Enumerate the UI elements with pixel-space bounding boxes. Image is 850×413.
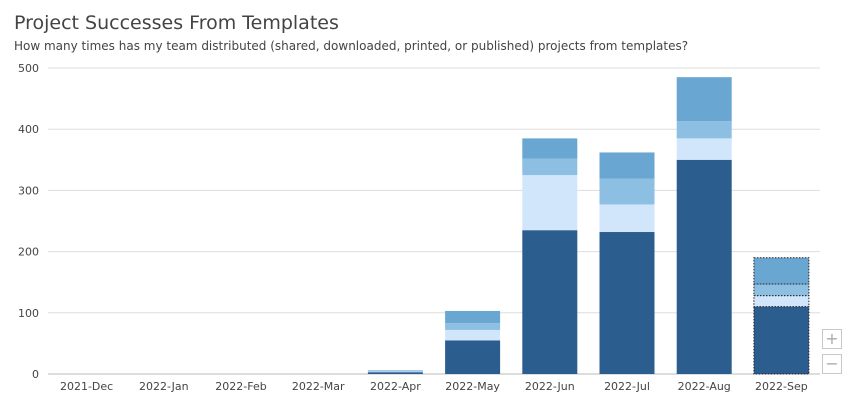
- x-tick-label: 2022-Sep: [755, 380, 808, 393]
- bar-segment[interactable]: [753, 257, 810, 285]
- bar-segment[interactable]: [522, 138, 578, 159]
- y-tick-label: 100: [18, 307, 39, 320]
- x-tick-label: 2022-Jun: [525, 380, 575, 393]
- zoom-out-button[interactable]: −: [822, 354, 842, 374]
- bar-segment[interactable]: [522, 158, 578, 176]
- bar-segment[interactable]: [445, 323, 501, 330]
- x-tick-label: 2022-Jul: [604, 380, 650, 393]
- y-tick-label: 300: [18, 184, 39, 197]
- bar-segment[interactable]: [367, 372, 423, 374]
- x-tick-label: 2022-Jan: [139, 380, 189, 393]
- y-tick-label: 200: [18, 246, 39, 259]
- bar-segment[interactable]: [367, 370, 423, 372]
- bar-segment[interactable]: [445, 329, 501, 341]
- bar-segment[interactable]: [367, 371, 423, 373]
- bar-segment[interactable]: [445, 340, 501, 374]
- bar-segment[interactable]: [599, 152, 655, 179]
- chart-subtitle: How many times has my team distributed (…: [14, 39, 689, 53]
- bar-segment[interactable]: [753, 283, 810, 297]
- bars: [367, 77, 810, 375]
- y-axis: 0 100 200 300 400 500: [18, 62, 39, 381]
- bar-segment[interactable]: [599, 204, 655, 233]
- x-axis: 2021-Dec 2022-Jan 2022-Feb 2022-Mar 2022-Apr…: [60, 380, 808, 393]
- y-tick-label: 500: [18, 62, 39, 75]
- y-tick-label: 400: [18, 123, 39, 136]
- bar-segment[interactable]: [676, 77, 732, 122]
- bar-segment[interactable]: [676, 121, 732, 139]
- bar-segment[interactable]: [676, 159, 732, 374]
- bar-segment[interactable]: [522, 230, 578, 374]
- bar-segment[interactable]: [599, 178, 655, 205]
- bar-segment[interactable]: [753, 295, 810, 308]
- bar-segment[interactable]: [599, 232, 655, 374]
- x-tick-label: 2021-Dec: [60, 380, 113, 393]
- zoom-in-button[interactable]: +: [822, 329, 842, 349]
- x-tick-label: 2022-May: [445, 380, 500, 393]
- bar-segment[interactable]: [522, 175, 578, 231]
- bar-segment[interactable]: [445, 310, 501, 324]
- x-tick-label: 2022-Apr: [370, 380, 421, 393]
- x-tick-label: 2022-Aug: [678, 380, 731, 393]
- x-tick-label: 2022-Feb: [215, 380, 266, 393]
- chart-title: Project Successes From Templates: [14, 12, 339, 34]
- bar-segment[interactable]: [367, 370, 423, 371]
- y-tick-label: 0: [32, 368, 39, 381]
- x-tick-label: 2022-Mar: [292, 380, 345, 393]
- bar-segment[interactable]: [753, 306, 810, 375]
- bar-segment[interactable]: [676, 138, 732, 160]
